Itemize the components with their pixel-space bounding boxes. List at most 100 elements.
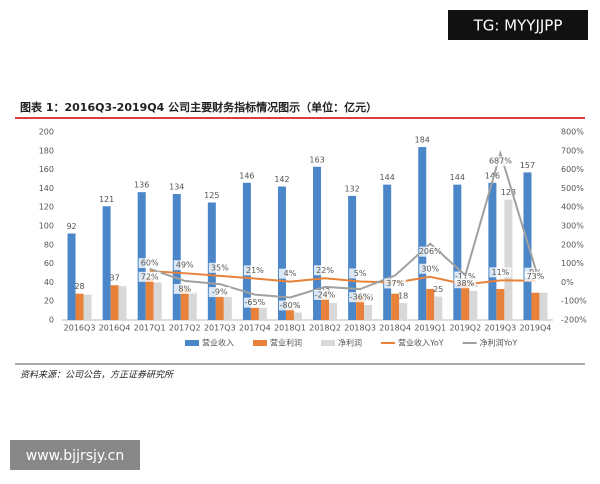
bar-label: 184 xyxy=(415,136,430,145)
line-label: -80% xyxy=(280,301,301,310)
bar xyxy=(207,202,216,320)
bar xyxy=(461,285,470,320)
line-label: 35% xyxy=(211,263,229,272)
x-tick-label: 2019Q4 xyxy=(520,324,552,333)
y2-tick-label: 700% xyxy=(561,146,584,155)
bar xyxy=(180,288,189,320)
label-bg xyxy=(138,258,161,269)
y-tick-label: 200 xyxy=(39,128,54,137)
bar xyxy=(145,277,154,320)
line-label: 5% xyxy=(354,269,367,278)
label-bg xyxy=(278,268,301,279)
bar-label: 125 xyxy=(204,191,219,200)
bar xyxy=(453,184,462,320)
label-bg xyxy=(489,156,512,167)
bar xyxy=(383,184,392,320)
y2-tick-label: 300% xyxy=(561,222,584,231)
y-tick-label: 120 xyxy=(39,203,54,212)
line-label: 60% xyxy=(141,259,159,268)
y2-tick-label: 200% xyxy=(561,240,584,249)
bar xyxy=(75,293,84,320)
line-label: 206% xyxy=(419,247,442,256)
line-label: -36% xyxy=(350,293,371,302)
label-bg xyxy=(208,262,231,273)
x-tick-label: 2018Q2 xyxy=(309,324,341,333)
y-tick-label: 20 xyxy=(44,297,54,306)
bar-label: 163 xyxy=(309,155,324,164)
x-tick-label: 2017Q3 xyxy=(204,324,236,333)
y-tick-label: 160 xyxy=(39,165,54,174)
label-bg xyxy=(489,267,512,278)
line-label: 21% xyxy=(246,266,264,275)
bar xyxy=(277,186,286,320)
bar xyxy=(504,199,513,320)
watermark: www.bjjrsjy.cn xyxy=(26,448,124,464)
bar xyxy=(172,194,181,320)
bar xyxy=(391,293,400,320)
bar-label: 144 xyxy=(450,173,465,182)
bar xyxy=(531,292,540,320)
bar-label: 25 xyxy=(433,285,443,294)
bar xyxy=(329,303,338,320)
label-bg xyxy=(384,278,407,289)
y2-tick-label: -200% xyxy=(561,316,587,325)
x-tick-label: 2019Q2 xyxy=(449,324,481,333)
label-bg xyxy=(314,289,337,300)
line-label: 72% xyxy=(141,272,159,281)
bar xyxy=(67,233,76,320)
legend-swatch xyxy=(321,340,335,346)
line-label: 49% xyxy=(176,261,194,270)
line xyxy=(149,149,537,299)
y2-tick-label: 400% xyxy=(561,203,584,212)
label-bg xyxy=(278,300,301,311)
y-tick-label: 60 xyxy=(44,259,54,268)
label-bg xyxy=(243,265,266,276)
bar xyxy=(426,288,435,320)
label-bg xyxy=(138,271,161,282)
chart-title: 图表 1：2016Q3-2019Q4 公司主要财务指标情况图示（单位：亿元） xyxy=(20,100,377,114)
y-tick-label: 0 xyxy=(49,316,54,325)
bar-label: 146 xyxy=(239,171,254,180)
label-bg xyxy=(419,263,442,274)
bar xyxy=(285,308,294,320)
bar-label: 136 xyxy=(134,181,149,190)
x-tick-label: 2017Q4 xyxy=(239,324,271,333)
line-label: 8% xyxy=(178,284,191,293)
line-label: -24% xyxy=(315,290,336,299)
bar xyxy=(215,296,224,320)
y2-tick-label: 0% xyxy=(561,278,574,287)
bar-label: 18 xyxy=(398,292,408,301)
label-bg xyxy=(349,268,372,279)
line-label: 30% xyxy=(421,264,439,273)
bar xyxy=(258,307,267,320)
bar xyxy=(293,312,302,320)
bar xyxy=(356,296,365,320)
bar xyxy=(110,285,119,320)
legend-label: 营业利润 xyxy=(270,338,302,348)
label-bg xyxy=(314,265,337,276)
bar xyxy=(348,195,357,320)
watermark-box xyxy=(10,440,140,470)
watermark: TG: MYYJJPP xyxy=(473,17,563,35)
bar-label: 142 xyxy=(274,175,289,184)
bar-label: 132 xyxy=(344,184,359,193)
label-bg xyxy=(173,260,196,271)
x-tick-label: 2018Q4 xyxy=(379,324,411,333)
line-label: 4% xyxy=(284,269,297,278)
bar-label: 146 xyxy=(485,171,500,180)
bar xyxy=(250,307,259,320)
label-bg xyxy=(524,271,547,282)
legend-label: 净利润 xyxy=(338,338,362,348)
label-bg xyxy=(454,278,477,289)
y-tick-label: 180 xyxy=(39,146,54,155)
y-tick-label: 140 xyxy=(39,184,54,193)
x-tick-label: 2018Q1 xyxy=(274,324,306,333)
bar xyxy=(399,303,408,320)
x-tick-label: 2018Q3 xyxy=(344,324,376,333)
label-bg xyxy=(419,246,442,257)
bar-label: 134 xyxy=(169,183,184,192)
legend-label: 营业收入YoY xyxy=(398,338,444,348)
y2-tick-label: 500% xyxy=(561,184,584,193)
